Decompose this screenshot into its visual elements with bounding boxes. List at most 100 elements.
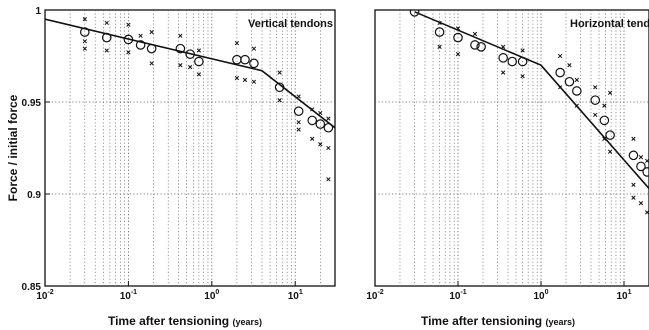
fit-line xyxy=(414,11,649,190)
chart-title: Vertical tendons xyxy=(248,18,333,30)
measurement-point xyxy=(126,50,131,55)
mean-point xyxy=(470,40,480,50)
measurement-point xyxy=(277,70,282,75)
measurement-point xyxy=(644,210,649,215)
y-tick-label: 1 xyxy=(35,6,41,17)
measurement-point xyxy=(251,79,257,84)
mean-point xyxy=(409,10,420,17)
mean-point xyxy=(453,32,463,43)
plot-frame xyxy=(374,9,649,287)
measurement-point xyxy=(631,136,636,141)
mean-point xyxy=(636,161,646,172)
chart-title: Horizontal tendons xyxy=(570,18,649,30)
mean-point xyxy=(572,86,582,96)
x-axis-label-text: Time after tensioning xyxy=(421,314,542,328)
measurement-point xyxy=(557,53,563,59)
measurement-point xyxy=(149,61,154,66)
x-axis-label-text: Time after tensioning xyxy=(108,314,229,328)
measurement-point xyxy=(82,39,87,44)
measurement-point xyxy=(310,136,315,141)
x-tick-label: 100 xyxy=(204,289,219,302)
measurement-point xyxy=(251,46,257,51)
mean-point xyxy=(564,76,575,87)
mean-point xyxy=(507,56,518,67)
measurement-point xyxy=(178,63,183,68)
y-tick-label: 0.9 xyxy=(27,190,41,201)
chart-panel-vertical-tendons: 10-2 10-1 100 101 0.85 0.9 0.95 1 Vertical tend… xyxy=(6,6,336,328)
measurement-point xyxy=(437,44,442,49)
mean-point xyxy=(476,41,486,52)
measurement-point xyxy=(82,17,87,22)
mean-point xyxy=(605,130,615,140)
measurement-point xyxy=(296,120,301,125)
measurement-point xyxy=(318,142,323,147)
measurement-point xyxy=(607,149,613,154)
mean-point xyxy=(135,40,146,50)
y-tick-label: 0.85 xyxy=(22,282,42,293)
measurement-point xyxy=(501,70,506,75)
chart-panel-horizontal-tendons: 10-2 10-1 100 101 Horizontal tendons Time a… xyxy=(366,9,649,328)
fit-line xyxy=(45,18,335,129)
measurement-point xyxy=(326,177,331,182)
measurement-point xyxy=(277,98,282,103)
x-tick-label: 101 xyxy=(616,289,631,302)
measurement-point xyxy=(318,110,323,116)
x-tick-label: 101 xyxy=(288,289,303,302)
measurement-point xyxy=(196,48,202,53)
mean-point xyxy=(555,67,565,78)
measurement-point xyxy=(178,33,183,38)
measurement-point xyxy=(631,195,636,200)
measurement-point xyxy=(567,63,572,68)
measurement-point xyxy=(234,75,240,81)
x-axis-label: Time after tensioning (years) xyxy=(421,314,575,328)
measurement-point xyxy=(520,48,525,53)
measurement-point xyxy=(607,90,613,95)
mean-point xyxy=(249,58,259,69)
plot-frame xyxy=(44,9,336,287)
y-axis-label: Force / initial force xyxy=(6,94,20,201)
mean-point xyxy=(240,54,250,65)
measurement-point xyxy=(644,158,649,164)
measurement-point xyxy=(242,77,248,83)
measurement-point xyxy=(149,29,154,35)
measurement-point xyxy=(631,182,636,187)
measurement-point xyxy=(187,64,193,70)
grid-lines xyxy=(375,10,649,286)
measurement-point xyxy=(126,22,131,27)
x-tick-label: 10-1 xyxy=(449,289,466,302)
data-marks xyxy=(409,10,649,215)
mean-point xyxy=(498,53,508,63)
y-tick-label: 0.95 xyxy=(22,98,42,109)
measurement-point xyxy=(234,40,240,46)
measurement-point xyxy=(104,20,109,26)
measurement-point xyxy=(104,48,109,53)
measurement-point xyxy=(520,74,525,79)
mean-point xyxy=(315,119,326,129)
measurement-point xyxy=(638,201,644,206)
axis-ticks: 10-2 10-1 100 101 0.85 0.9 0.95 1 xyxy=(22,6,303,302)
measurement-point xyxy=(138,33,143,38)
mean-point xyxy=(642,167,649,177)
x-tick-label: 100 xyxy=(533,289,548,302)
x-tick-label: 10-1 xyxy=(120,289,137,302)
measurement-point xyxy=(638,155,644,160)
measurement-point xyxy=(472,31,478,37)
data-marks xyxy=(45,17,335,182)
measurement-point xyxy=(296,127,301,132)
measurement-point xyxy=(196,72,202,77)
grid-lines xyxy=(45,10,335,286)
measurement-point xyxy=(326,145,331,151)
measurement-point xyxy=(593,112,598,118)
measurement-point xyxy=(593,85,598,90)
x-tick-label: 10-2 xyxy=(366,289,383,302)
mean-point xyxy=(628,150,639,161)
mean-point xyxy=(194,56,204,67)
mean-point xyxy=(307,115,318,126)
mean-point xyxy=(175,43,186,54)
measurement-point xyxy=(82,46,87,51)
x-axis-label: Time after tensioning (years) xyxy=(108,314,262,328)
x-axis-label-unit: (years) xyxy=(232,317,262,327)
measurement-point xyxy=(574,77,579,83)
measurement-point xyxy=(326,116,331,121)
